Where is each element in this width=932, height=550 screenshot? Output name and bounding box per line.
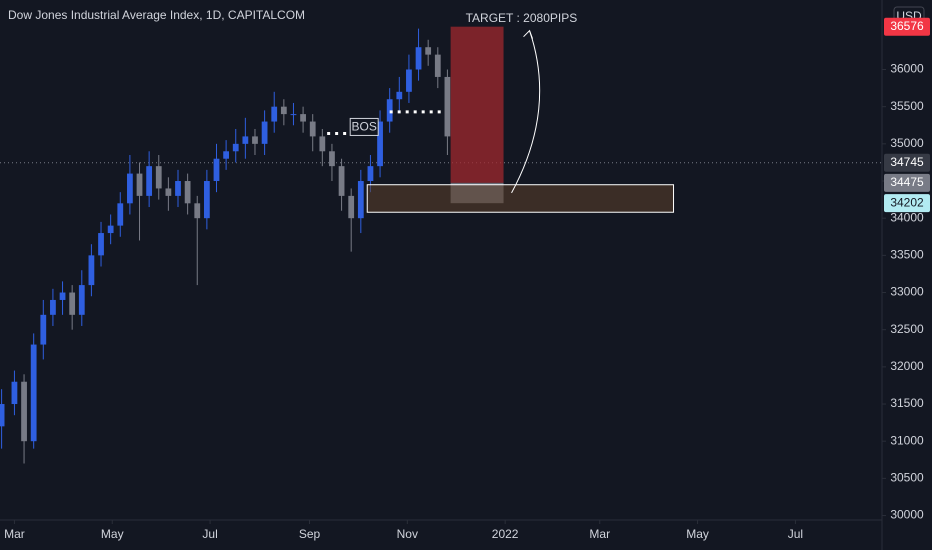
- position-box: [366, 184, 675, 213]
- x-tick-label: Mar: [589, 527, 610, 541]
- y-tick-label: 35500: [890, 99, 924, 113]
- candle-body: [329, 151, 335, 167]
- price-label: 36576: [890, 19, 924, 33]
- candle-body: [232, 143, 239, 152]
- price-label-bg: [884, 173, 930, 192]
- bos-box: [349, 117, 379, 136]
- bos-label: BOS: [352, 120, 377, 134]
- candle-body: [213, 158, 220, 182]
- candle-body: [338, 166, 345, 196]
- candle-body: [242, 136, 249, 144]
- y-tick-label: 36000: [890, 62, 924, 76]
- candle-body: [78, 285, 85, 315]
- y-tick-label: 30000: [890, 508, 924, 522]
- candle-body: [88, 255, 95, 286]
- candle-body: [271, 106, 278, 122]
- position-box: [450, 26, 504, 183]
- candle-body: [21, 381, 27, 442]
- candle-body: [184, 181, 191, 204]
- x-tick-label: Mar: [4, 527, 25, 541]
- x-tick-label: 2022: [492, 527, 519, 541]
- x-tick-label: Jul: [202, 527, 217, 541]
- target-arrow: [511, 30, 541, 194]
- candle-body: [434, 54, 441, 77]
- y-tick-label: 34000: [890, 210, 924, 224]
- candle-body: [107, 225, 114, 234]
- target-arrow-head: [523, 29, 534, 39]
- candle-body: [406, 69, 412, 92]
- candle-body: [98, 233, 104, 256]
- candle-body: [127, 173, 133, 204]
- candle-body: [155, 166, 162, 189]
- candle-body: [396, 91, 403, 100]
- x-tick-label: Sep: [299, 527, 321, 541]
- y-tick-label: 32000: [890, 359, 924, 373]
- candle-body: [223, 151, 229, 159]
- candle-body: [11, 381, 18, 405]
- candle-body: [40, 314, 47, 345]
- candle-body: [146, 166, 153, 196]
- candle-body: [165, 188, 172, 196]
- y-tick-label: 32500: [890, 322, 924, 336]
- candle-body: [357, 181, 364, 219]
- price-label: 34475: [890, 175, 924, 189]
- candle-body: [348, 195, 355, 219]
- candle-body: [175, 181, 181, 196]
- y-tick-label: 33000: [890, 285, 924, 299]
- candle-body: [280, 106, 287, 115]
- candle-body: [252, 136, 258, 144]
- price-label: 34202: [890, 195, 924, 209]
- y-tick-label: 30500: [890, 471, 924, 485]
- y-tick-label: 31500: [890, 396, 924, 410]
- chart-title: Dow Jones Industrial Average Index, 1D, …: [8, 8, 305, 22]
- candle-body: [0, 404, 5, 427]
- candle-body: [444, 76, 451, 137]
- candle-body: [377, 121, 383, 167]
- candle-body: [415, 47, 422, 70]
- price-label-bg: [884, 194, 930, 213]
- x-tick-label: May: [101, 527, 124, 541]
- candle-body: [290, 114, 297, 116]
- candle-body: [30, 344, 37, 442]
- price-label-bg: [884, 153, 930, 172]
- candle-body: [425, 47, 432, 55]
- price-label: 34745: [890, 155, 924, 169]
- target-label: TARGET : 2080PIPS: [466, 11, 578, 25]
- candle-body: [261, 121, 268, 144]
- y-tick-label: 31000: [890, 433, 924, 447]
- candle-body: [136, 173, 143, 196]
- x-tick-label: Nov: [397, 527, 418, 541]
- candle-body: [69, 292, 76, 315]
- candle-body: [300, 114, 306, 122]
- candle-body: [319, 136, 326, 152]
- candle-body: [367, 166, 374, 182]
- x-tick-label: May: [686, 527, 709, 541]
- candle-body: [117, 203, 124, 226]
- y-tick-label: 33500: [890, 248, 924, 262]
- price-label-bg: [884, 17, 930, 36]
- y-tick-label: 35000: [890, 136, 924, 150]
- x-tick-label: Jul: [788, 527, 803, 541]
- candle-body: [50, 299, 56, 315]
- candle-body: [309, 121, 316, 137]
- candle-body: [194, 203, 201, 219]
- candle-body: [203, 181, 210, 219]
- candle-body: [59, 292, 66, 300]
